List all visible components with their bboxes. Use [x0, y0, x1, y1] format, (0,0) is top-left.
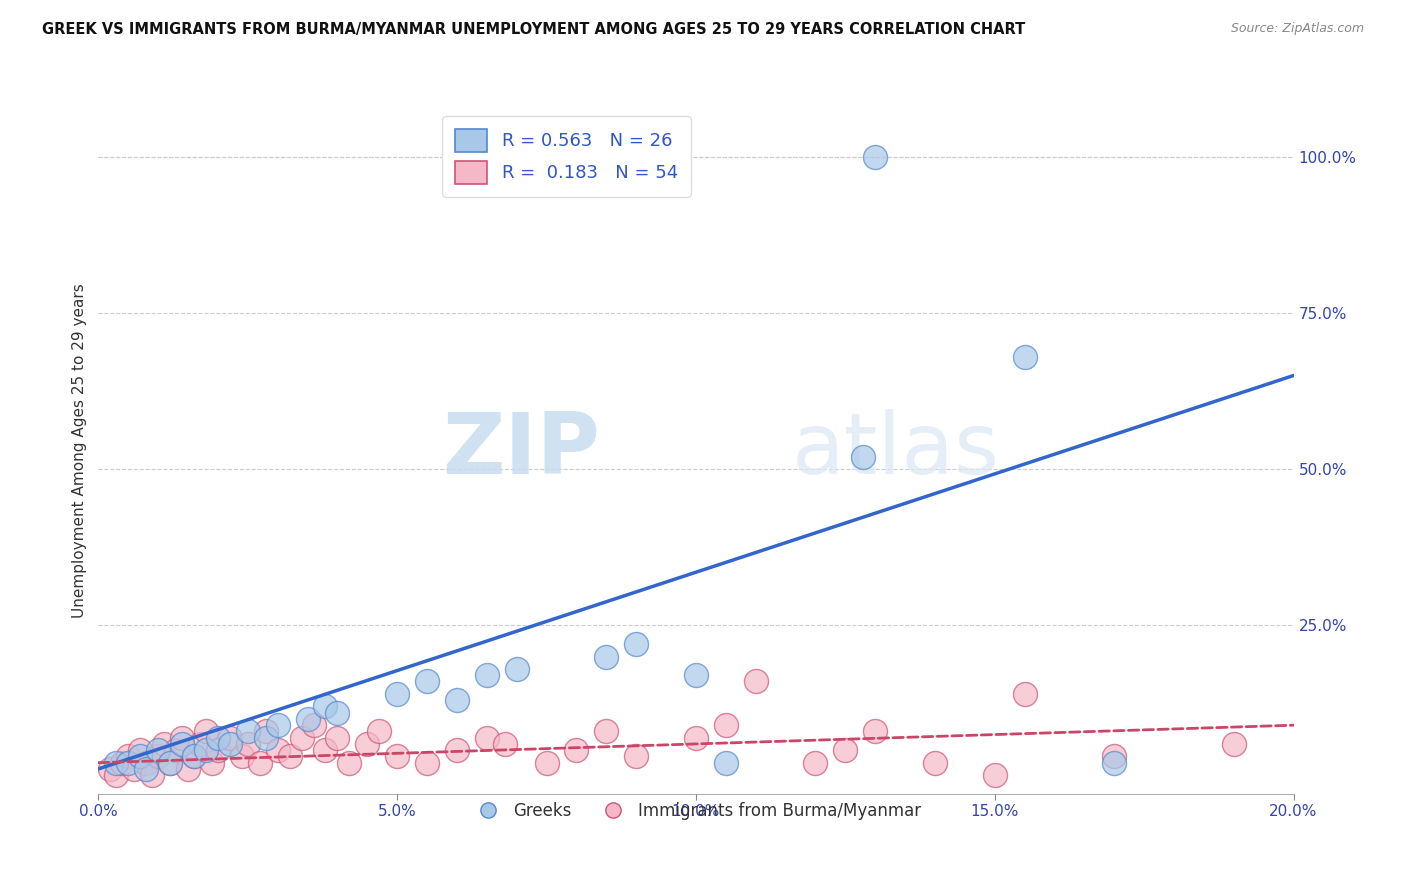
- Point: [804, 756, 827, 770]
- Point: [297, 712, 319, 726]
- Point: [834, 743, 856, 757]
- Point: [207, 731, 229, 745]
- Point: [339, 756, 361, 770]
- Point: [385, 749, 409, 764]
- Point: [159, 756, 181, 770]
- Y-axis label: Unemployment Among Ages 25 to 29 years: Unemployment Among Ages 25 to 29 years: [72, 283, 87, 618]
- Text: GREEK VS IMMIGRANTS FROM BURMA/MYANMAR UNEMPLOYMENT AMONG AGES 25 TO 29 YEARS CO: GREEK VS IMMIGRANTS FROM BURMA/MYANMAR U…: [42, 22, 1025, 37]
- Point: [141, 768, 163, 782]
- Point: [1014, 350, 1036, 364]
- Point: [865, 150, 887, 164]
- Point: [231, 749, 253, 764]
- Point: [315, 743, 337, 757]
- Point: [177, 762, 200, 776]
- Point: [105, 768, 128, 782]
- Point: [188, 737, 211, 751]
- Point: [219, 731, 242, 745]
- Point: [446, 743, 468, 757]
- Point: [249, 756, 271, 770]
- Point: [368, 724, 391, 739]
- Point: [475, 668, 498, 682]
- Point: [207, 743, 229, 757]
- Point: [326, 706, 349, 720]
- Point: [1014, 687, 1036, 701]
- Point: [385, 687, 409, 701]
- Point: [172, 737, 194, 751]
- Point: [626, 637, 648, 651]
- Point: [165, 743, 187, 757]
- Point: [236, 724, 259, 739]
- Point: [254, 731, 277, 745]
- Point: [1104, 756, 1126, 770]
- Point: [148, 743, 170, 757]
- Point: [111, 756, 134, 770]
- Point: [98, 762, 122, 776]
- Point: [195, 743, 218, 757]
- Point: [852, 450, 875, 464]
- Point: [278, 749, 301, 764]
- Point: [1223, 737, 1246, 751]
- Point: [595, 649, 617, 664]
- Point: [595, 724, 617, 739]
- Text: atlas: atlas: [792, 409, 1000, 492]
- Point: [326, 731, 349, 745]
- Point: [219, 737, 242, 751]
- Point: [714, 756, 737, 770]
- Point: [1104, 749, 1126, 764]
- Point: [124, 762, 146, 776]
- Point: [446, 693, 468, 707]
- Point: [105, 756, 128, 770]
- Point: [924, 756, 946, 770]
- Point: [236, 737, 259, 751]
- Point: [475, 731, 498, 745]
- Point: [254, 724, 277, 739]
- Point: [315, 699, 337, 714]
- Text: Source: ZipAtlas.com: Source: ZipAtlas.com: [1230, 22, 1364, 36]
- Point: [201, 756, 224, 770]
- Point: [494, 737, 516, 751]
- Point: [745, 674, 768, 689]
- Text: ZIP: ZIP: [443, 409, 600, 492]
- Point: [865, 724, 887, 739]
- Point: [626, 749, 648, 764]
- Point: [135, 756, 157, 770]
- Point: [148, 749, 170, 764]
- Point: [159, 756, 181, 770]
- Point: [135, 762, 157, 776]
- Point: [356, 737, 378, 751]
- Point: [685, 668, 707, 682]
- Point: [685, 731, 707, 745]
- Point: [536, 756, 558, 770]
- Point: [117, 749, 139, 764]
- Point: [291, 731, 314, 745]
- Point: [416, 756, 439, 770]
- Point: [984, 768, 1007, 782]
- Point: [302, 718, 325, 732]
- Point: [267, 718, 290, 732]
- Point: [416, 674, 439, 689]
- Point: [117, 756, 139, 770]
- Point: [129, 743, 152, 757]
- Point: [565, 743, 588, 757]
- Point: [183, 749, 205, 764]
- Point: [714, 718, 737, 732]
- Point: [129, 749, 152, 764]
- Point: [195, 724, 218, 739]
- Point: [172, 731, 194, 745]
- Point: [153, 737, 176, 751]
- Point: [506, 662, 529, 676]
- Point: [183, 749, 205, 764]
- Legend: Greeks, Immigrants from Burma/Myanmar: Greeks, Immigrants from Burma/Myanmar: [464, 796, 928, 827]
- Point: [267, 743, 290, 757]
